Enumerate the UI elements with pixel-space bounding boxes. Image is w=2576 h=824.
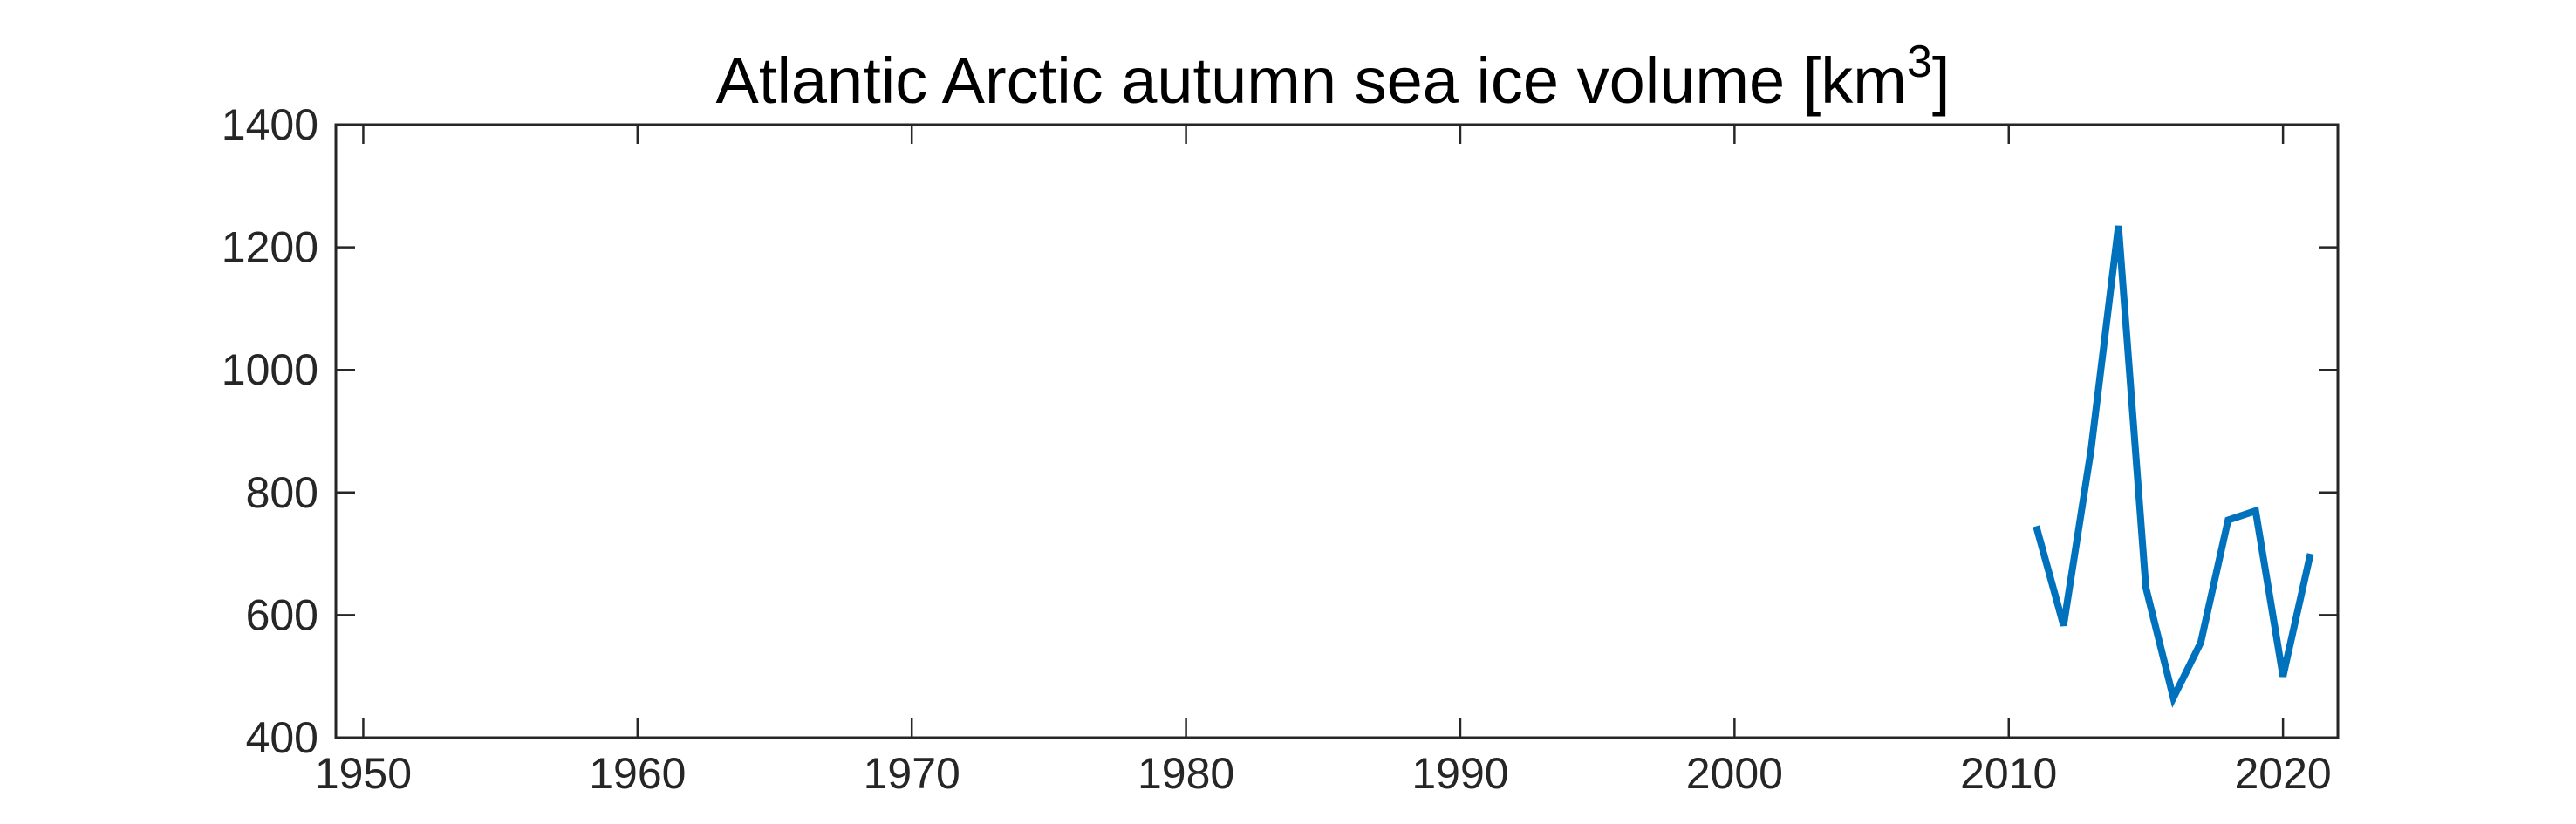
series-layer [2033,225,2314,708]
y-tick-label: 800 [246,468,318,517]
y-tick-label: 1000 [222,345,318,394]
chart-title-main: Atlantic Arctic autumn sea ice volume [k… [716,44,1907,117]
series-line [2033,225,2314,708]
x-tick-label: 2020 [2235,749,2332,798]
x-tick-label: 2010 [1960,749,2057,798]
x-tick-label: 1960 [589,749,686,798]
y-tick-label: 1200 [222,223,318,272]
chart-title-suffix: ] [1932,44,1951,117]
x-tick-label: 1990 [1411,749,1508,798]
chart-title-superscript: 3 [1907,37,1932,87]
x-tick-label: 2000 [1686,749,1783,798]
y-tick-label: 600 [246,590,318,639]
x-tick-label: 1970 [864,749,960,798]
x-tick-label: 1950 [315,749,412,798]
axis-ticks [336,123,2338,739]
x-tick-label: 1980 [1138,749,1234,798]
plot-area-frame [334,123,2340,739]
y-tick-label: 1400 [222,100,318,149]
y-tick-label: 400 [246,713,318,762]
chart-title: Atlantic Arctic autumn sea ice volume [k… [716,37,1951,117]
tick-labels: 1950 1960 1970 1980 1990 2000 2010 2020 400 600 80… [222,100,2332,798]
